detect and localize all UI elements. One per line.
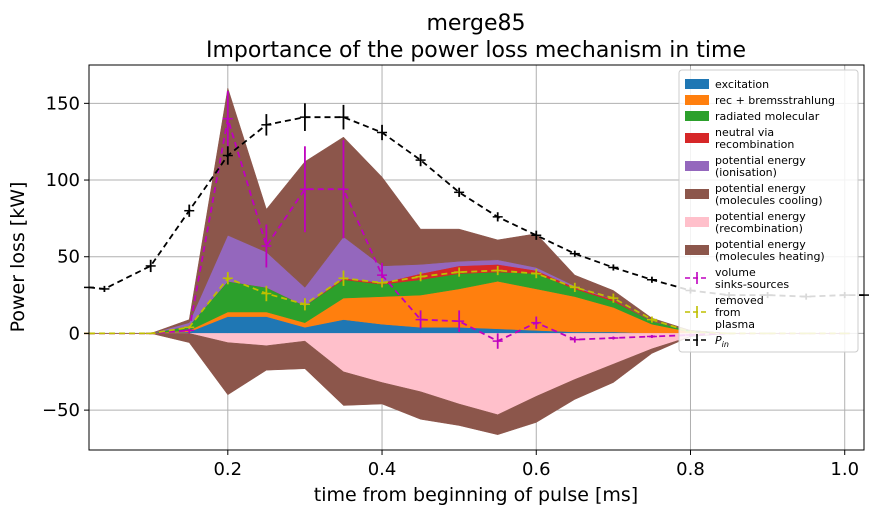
legend-label: (molecules cooling) [715, 194, 823, 207]
y-tick-label: 100 [46, 170, 80, 191]
legend-label: (molecules heating) [715, 250, 825, 263]
legend-swatch [685, 79, 709, 89]
legend-swatch [685, 245, 709, 255]
legend-label: potential energy [715, 154, 806, 167]
legend-label: radiated molecular [715, 110, 820, 123]
legend-swatch [685, 111, 709, 121]
legend-label: neutral via [715, 126, 774, 139]
x-axis-label: time from beginning of pulse [ms] [314, 484, 638, 506]
area-potential-energy--molecules-cooling- [89, 87, 845, 334]
legend-label: excitation [715, 78, 769, 91]
x-tick-label: 0.4 [368, 459, 397, 480]
y-axis-label: Power loss [kW] [7, 182, 29, 333]
legend-label: from [715, 306, 741, 319]
chart-title: merge85 [426, 11, 525, 36]
legend-label: sinks-sources [715, 278, 789, 291]
legend-label: potential energy [715, 238, 806, 251]
x-axis-ticks: 0.2 0.4 0.6 0.8 1.0 [213, 450, 859, 480]
legend-swatch [685, 95, 709, 105]
legend-label: (recombination) [715, 222, 803, 235]
x-tick-label: 0.2 [213, 459, 242, 480]
legend-label: (ionisation) [715, 166, 777, 179]
legend-label: potential energy [715, 182, 806, 195]
legend-swatch [685, 133, 709, 143]
legend-label: recombination [715, 138, 794, 151]
y-axis-ticks: −50 0 50 100 150 [42, 93, 89, 421]
legend-swatch [685, 161, 709, 171]
area-potential-energy--molecules-heating- [89, 333, 845, 435]
line-p-in [88, 116, 864, 298]
x-tick-label: 0.6 [522, 459, 551, 480]
legend-label: rec + bremsstrahlung [715, 94, 835, 107]
x-tick-label: 1.0 [830, 459, 859, 480]
y-tick-label: −50 [42, 400, 80, 421]
legend-swatch [685, 189, 709, 199]
y-tick-label: 150 [46, 93, 80, 114]
legend: excitation rec + bremsstrahlung radiated m… [678, 69, 859, 353]
legend-label: potential energy [715, 210, 806, 223]
plot-frame [88, 64, 865, 451]
legend-label: removed [715, 294, 764, 307]
legend-label: volume [715, 266, 756, 279]
x-tick-label: 0.8 [676, 459, 705, 480]
y-tick-label: 50 [57, 247, 80, 268]
legend-swatch [685, 217, 709, 227]
y-tick-label: 0 [69, 323, 80, 344]
legend-box [678, 69, 859, 353]
chart-subtitle: Importance of the power loss mechanism i… [206, 38, 746, 63]
legend-label: plasma [715, 318, 755, 331]
